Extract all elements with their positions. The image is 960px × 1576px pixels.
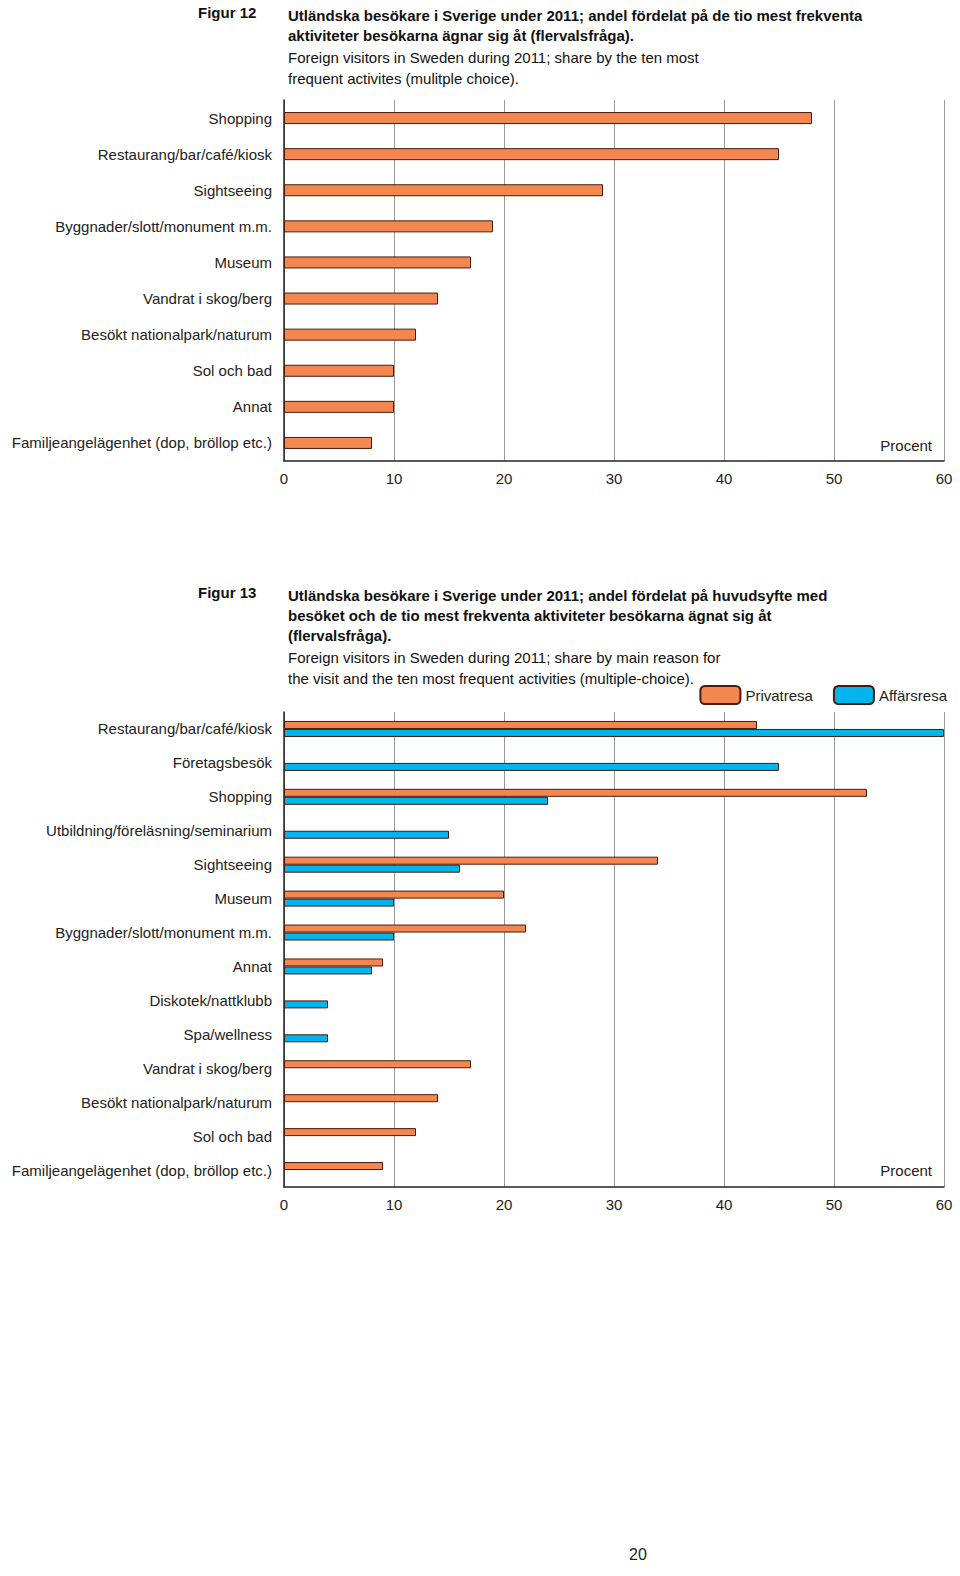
svg-text:Figur 12: Figur 12 [198,4,256,21]
svg-text:Företagsbesök: Företagsbesök [173,754,273,771]
svg-text:Utbildning/föreläsning/seminar: Utbildning/föreläsning/seminarium [46,822,272,839]
svg-text:Annat: Annat [233,398,273,415]
html-text:20: 20 [629,1546,647,1563]
svg-text:Procent: Procent [880,437,933,454]
svg-text:Diskotek/nattklubb: Diskotek/nattklubb [149,992,272,1009]
svg-text:Byggnader/slott/monument m.m.: Byggnader/slott/monument m.m. [55,218,272,235]
svg-text:Vandrat i skog/berg: Vandrat i skog/berg [143,1060,272,1077]
svg-text:Foreign visitors in Sweden dur: Foreign visitors in Sweden during 2011; … [288,649,725,666]
svg-text:(flervalsfråga).: (flervalsfråga). [288,627,391,644]
svg-text:40: 40 [716,470,733,487]
svg-text:60: 60 [936,470,953,487]
svg-text:Sightseeing: Sightseeing [194,856,272,873]
svg-text:20: 20 [496,1196,513,1213]
svg-text:Restaurang/bar/café/kiosk: Restaurang/bar/café/kiosk [98,720,273,737]
svg-text:0: 0 [280,1196,288,1213]
svg-text:Restaurang/bar/café/kiosk: Restaurang/bar/café/kiosk [98,146,273,163]
svg-text:Sol och bad: Sol och bad [193,362,272,379]
svg-text:30: 30 [606,470,623,487]
svg-text:Sol och bad: Sol och bad [193,1128,272,1145]
svg-text:Familjeangelägenhet (dop, bröl: Familjeangelägenhet (dop, bröllop etc.) [12,434,272,451]
svg-text:Spa/wellness: Spa/wellness [184,1026,272,1043]
svg-text:Privatresa: Privatresa [745,687,813,704]
svg-text:Besökt nationalpark/naturum: Besökt nationalpark/naturum [81,326,272,343]
svg-text:Museum: Museum [214,254,272,271]
svg-text:Foreign visitors in Sweden dur: Foreign visitors in Sweden during 2011; … [288,49,703,66]
svg-text:0: 0 [280,470,288,487]
svg-text:Vandrat i skog/berg: Vandrat i skog/berg [143,290,272,307]
svg-text:30: 30 [606,1196,623,1213]
svg-text:Museum: Museum [214,890,272,907]
svg-text:Utländska besökare i Sverige u: Utländska besökare i Sverige under 2011;… [288,587,832,604]
svg-text:Affärsresa: Affärsresa [879,687,948,704]
svg-text:Shopping: Shopping [209,788,272,805]
svg-text:Familjeangelägenhet (dop, bröl: Familjeangelägenhet (dop, bröllop etc.) [12,1162,272,1179]
svg-text:Shopping: Shopping [209,110,272,127]
svg-text:40: 40 [716,1196,733,1213]
svg-text:Sightseeing: Sightseeing [194,182,272,199]
svg-text:Figur 13: Figur 13 [198,584,256,601]
svg-text:Utländska besökare i Sverige u: Utländska besökare i Sverige under 2011;… [288,7,867,24]
svg-text:10: 10 [386,1196,403,1213]
svg-text:Besökt nationalpark/naturum: Besökt nationalpark/naturum [81,1094,272,1111]
svg-text:besöket och de tio mest frekve: besöket och de tio mest frekventa aktivi… [288,607,776,624]
svg-text:frequent activites (mulitple c: frequent activites (mulitple choice). [288,70,519,87]
svg-text:50: 50 [826,1196,843,1213]
svg-text:Procent: Procent [880,1162,933,1179]
svg-text:10: 10 [386,470,403,487]
svg-text:aktiviteter besökarna ägnar si: aktiviteter besökarna ägnar sig åt (fler… [288,27,634,44]
svg-text:50: 50 [826,470,843,487]
svg-text:60: 60 [936,1196,953,1213]
svg-text:Byggnader/slott/monument m.m.: Byggnader/slott/monument m.m. [55,924,272,941]
svg-text:20: 20 [496,470,513,487]
svg-text:the visit and the ten most fre: the visit and the ten most frequent acti… [288,670,694,687]
svg-text:Annat: Annat [233,958,273,975]
